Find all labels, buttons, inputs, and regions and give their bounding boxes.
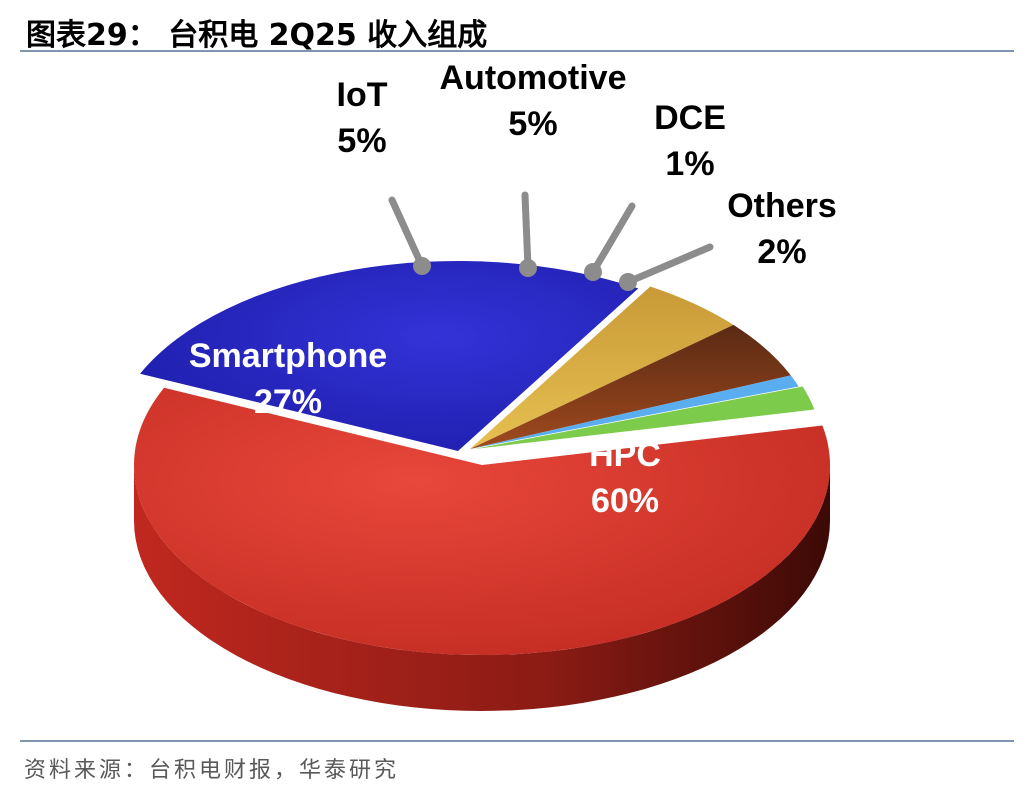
slice-value-others: 2% <box>757 233 806 271</box>
leader-dot-iot <box>413 257 431 275</box>
pie-slice-iot <box>470 286 734 449</box>
slice-label-smartphone: Smartphone <box>189 337 387 375</box>
slice-value-hpc: 60% <box>591 482 659 520</box>
leader-line-automotive <box>521 191 532 272</box>
pie-slices <box>134 261 830 655</box>
slice-label-automotive: Automotive <box>440 60 627 97</box>
pie-slice-dce <box>470 375 799 449</box>
slice-label-dce: DCE <box>654 99 726 137</box>
slice-value-automotive: 5% <box>508 105 557 143</box>
leader-dot-dce <box>584 263 602 281</box>
leader-line-dce <box>589 202 636 276</box>
bottom-divider <box>20 740 1014 742</box>
pie-chart: HPC 60% Smartphone 27% IoT 5% Automotive 5% DCE 1… <box>134 60 837 711</box>
pie-slice-others <box>474 386 815 449</box>
leader-lines <box>388 191 714 291</box>
slice-value-iot: 5% <box>337 122 386 160</box>
pie-slice-automotive <box>470 324 791 449</box>
leader-line-iot <box>388 196 426 270</box>
leader-dot-others <box>619 273 637 291</box>
leader-line-others <box>624 243 714 286</box>
top-divider <box>20 50 1014 52</box>
chart-title: 图表29： 台积电 2Q25 收入组成 <box>26 18 488 53</box>
slice-labels: HPC 60% Smartphone 27% IoT 5% Automotive 5% DCE 1… <box>189 60 837 520</box>
slice-value-dce: 1% <box>665 145 714 183</box>
slice-label-iot: IoT <box>337 76 388 114</box>
slice-label-others: Others <box>727 187 837 225</box>
leader-dot-automotive <box>519 259 537 277</box>
pie-slice-hpc <box>134 387 830 655</box>
slice-label-hpc: HPC <box>589 436 661 474</box>
source-note: 资料来源：台积电财报，华泰研究 <box>24 758 400 783</box>
pie-slice-smartphone <box>140 261 639 451</box>
slice-value-smartphone: 27% <box>254 383 322 421</box>
pie-sides <box>134 465 830 711</box>
pie-side-hpc <box>134 465 830 711</box>
